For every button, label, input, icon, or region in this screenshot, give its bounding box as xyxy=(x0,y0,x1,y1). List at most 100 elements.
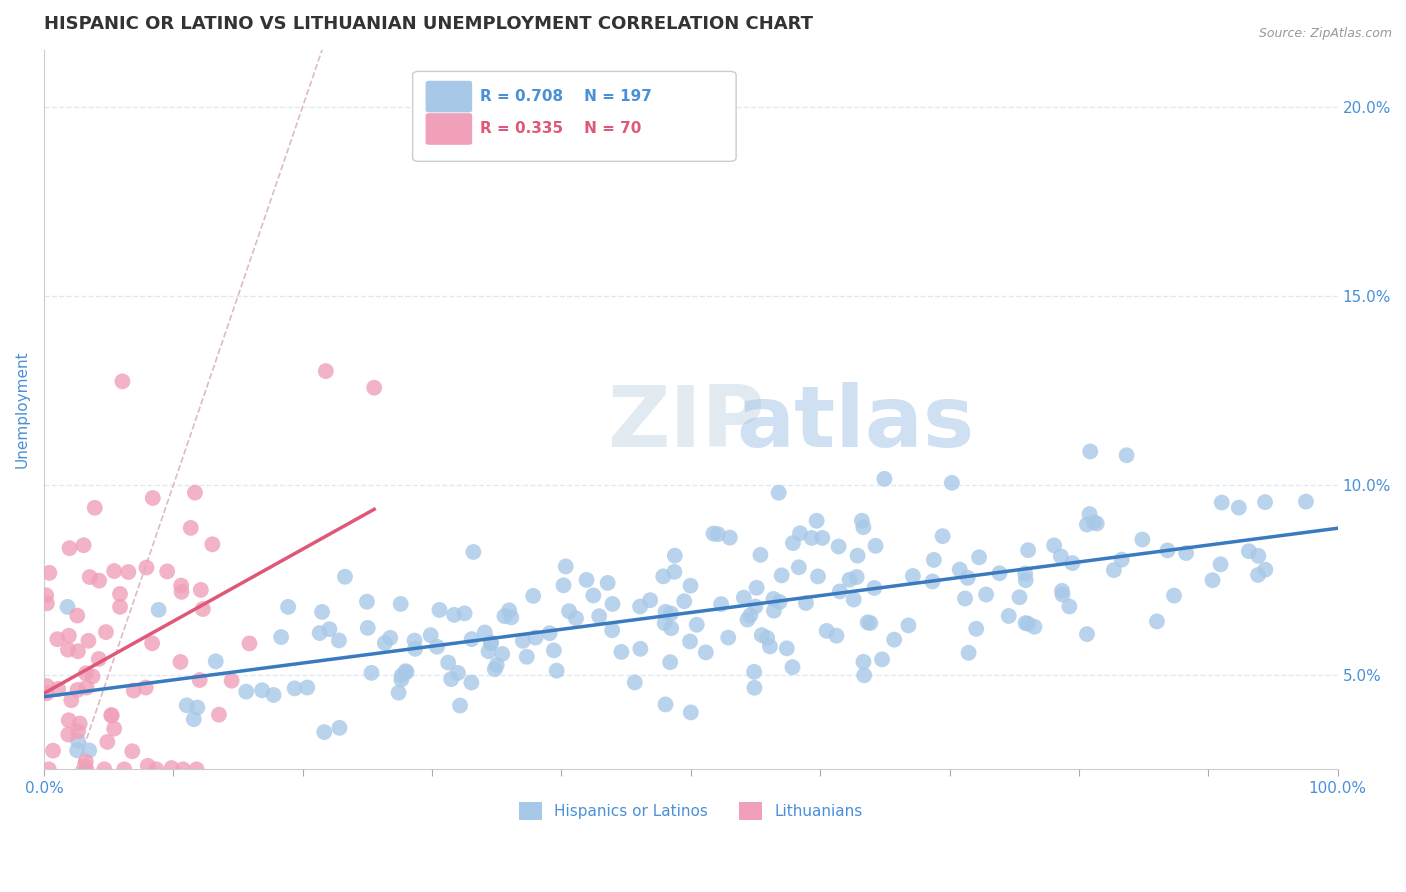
Point xyxy=(94,625,117,640)
Point xyxy=(873,472,896,486)
Point xyxy=(1209,558,1232,572)
Point xyxy=(160,761,183,775)
Point xyxy=(404,633,426,648)
Point xyxy=(742,665,765,679)
Point xyxy=(659,621,682,635)
Point xyxy=(1062,556,1084,570)
Point xyxy=(121,744,143,758)
Point xyxy=(941,475,963,490)
Point xyxy=(419,628,441,642)
Point xyxy=(664,565,686,579)
Point xyxy=(553,578,575,592)
Point xyxy=(429,603,451,617)
Point xyxy=(77,743,100,757)
Point xyxy=(751,628,773,642)
Point xyxy=(394,664,416,678)
Legend: Hispanics or Latinos, Lithuanians: Hispanics or Latinos, Lithuanians xyxy=(513,796,869,826)
Point xyxy=(453,607,475,621)
Point xyxy=(863,581,886,595)
Point xyxy=(75,762,97,776)
FancyBboxPatch shape xyxy=(426,113,472,145)
Point xyxy=(356,595,378,609)
Point xyxy=(596,575,619,590)
Point xyxy=(395,665,418,680)
Point xyxy=(1017,616,1039,631)
Point xyxy=(825,629,848,643)
Point xyxy=(100,708,122,723)
Point xyxy=(1115,448,1137,462)
Point xyxy=(789,526,811,541)
Point xyxy=(1050,583,1073,598)
Point xyxy=(58,713,80,727)
Point xyxy=(145,762,167,776)
Point xyxy=(1043,538,1066,552)
Point xyxy=(190,582,212,597)
Point xyxy=(42,744,65,758)
Point xyxy=(46,681,69,696)
Point xyxy=(204,654,226,668)
Point xyxy=(1078,507,1101,521)
Point xyxy=(852,655,875,669)
Point xyxy=(749,548,772,562)
Point xyxy=(58,629,80,643)
Point xyxy=(1247,549,1270,563)
Point xyxy=(1163,589,1185,603)
Point xyxy=(201,537,224,551)
Point xyxy=(250,683,273,698)
Point xyxy=(851,514,873,528)
Point xyxy=(558,604,581,618)
Point xyxy=(58,727,80,741)
Point xyxy=(35,679,58,693)
Point xyxy=(328,633,350,648)
Point xyxy=(357,621,380,635)
Point xyxy=(1254,495,1277,509)
Point xyxy=(449,698,471,713)
Point xyxy=(815,624,838,638)
Point xyxy=(717,631,740,645)
Point xyxy=(768,595,790,609)
Point xyxy=(389,673,412,687)
Point xyxy=(494,609,516,624)
Point xyxy=(485,658,508,673)
Point xyxy=(756,631,779,645)
Point xyxy=(883,632,905,647)
Point xyxy=(664,549,686,563)
Text: atlas: atlas xyxy=(737,383,974,466)
Point xyxy=(953,591,976,606)
Point xyxy=(931,529,953,543)
Point xyxy=(846,549,869,563)
Point xyxy=(1156,543,1178,558)
Point xyxy=(600,624,623,638)
Point xyxy=(740,608,762,623)
Point xyxy=(314,725,336,739)
Point xyxy=(852,520,875,534)
Point xyxy=(142,491,165,505)
Point xyxy=(374,636,396,650)
Point xyxy=(191,602,214,616)
Point xyxy=(901,569,924,583)
Point xyxy=(718,531,741,545)
Point xyxy=(565,611,588,625)
Point xyxy=(652,569,675,583)
Point xyxy=(654,605,676,619)
Point xyxy=(1085,516,1108,531)
Point xyxy=(811,531,834,545)
Point xyxy=(38,762,60,776)
Point xyxy=(957,646,980,660)
Point xyxy=(967,550,990,565)
Point xyxy=(112,762,135,776)
Point xyxy=(974,587,997,601)
Point xyxy=(186,762,208,776)
Point xyxy=(623,675,645,690)
Point xyxy=(524,631,547,645)
Point xyxy=(263,688,285,702)
Point xyxy=(479,636,502,650)
Point xyxy=(759,640,782,654)
Point xyxy=(965,622,987,636)
Point xyxy=(235,684,257,698)
Point xyxy=(46,632,69,647)
Point xyxy=(66,644,89,658)
Point xyxy=(800,531,823,545)
Point xyxy=(297,681,319,695)
Y-axis label: Unemployment: Unemployment xyxy=(15,351,30,468)
